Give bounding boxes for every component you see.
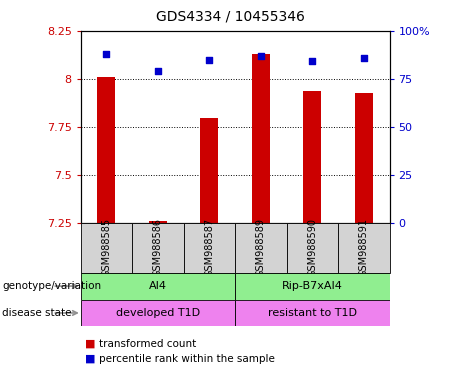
Text: GSM988586: GSM988586 <box>153 218 163 277</box>
Point <box>206 56 213 63</box>
FancyBboxPatch shape <box>235 300 390 326</box>
Text: AI4: AI4 <box>149 281 167 291</box>
Text: Rip-B7xAI4: Rip-B7xAI4 <box>282 281 343 291</box>
FancyBboxPatch shape <box>235 223 287 273</box>
FancyBboxPatch shape <box>235 273 390 300</box>
Bar <box>252 54 270 223</box>
Bar <box>355 93 373 223</box>
Bar <box>149 221 167 223</box>
Point <box>360 55 367 61</box>
Text: developed T1D: developed T1D <box>116 308 200 318</box>
FancyBboxPatch shape <box>338 223 390 273</box>
Bar <box>303 91 321 223</box>
FancyBboxPatch shape <box>183 223 235 273</box>
Text: GDS4334 / 10455346: GDS4334 / 10455346 <box>156 10 305 23</box>
Text: ■: ■ <box>85 354 96 364</box>
Text: disease state: disease state <box>2 308 72 318</box>
Bar <box>201 118 219 223</box>
Point <box>308 58 316 65</box>
Bar <box>97 77 115 223</box>
Text: transformed count: transformed count <box>99 339 196 349</box>
Text: GSM988585: GSM988585 <box>101 218 112 277</box>
Text: GSM988587: GSM988587 <box>204 218 214 277</box>
FancyBboxPatch shape <box>81 223 132 273</box>
Point <box>103 51 110 57</box>
Text: genotype/variation: genotype/variation <box>2 281 101 291</box>
FancyBboxPatch shape <box>81 273 235 300</box>
Text: GSM988591: GSM988591 <box>359 218 369 277</box>
Text: GSM988589: GSM988589 <box>256 218 266 277</box>
Text: GSM988590: GSM988590 <box>307 218 317 277</box>
Point <box>154 68 161 74</box>
FancyBboxPatch shape <box>287 223 338 273</box>
Text: resistant to T1D: resistant to T1D <box>268 308 357 318</box>
Point <box>257 53 265 59</box>
FancyBboxPatch shape <box>81 300 235 326</box>
Text: percentile rank within the sample: percentile rank within the sample <box>99 354 275 364</box>
Text: ■: ■ <box>85 339 96 349</box>
FancyBboxPatch shape <box>132 223 183 273</box>
